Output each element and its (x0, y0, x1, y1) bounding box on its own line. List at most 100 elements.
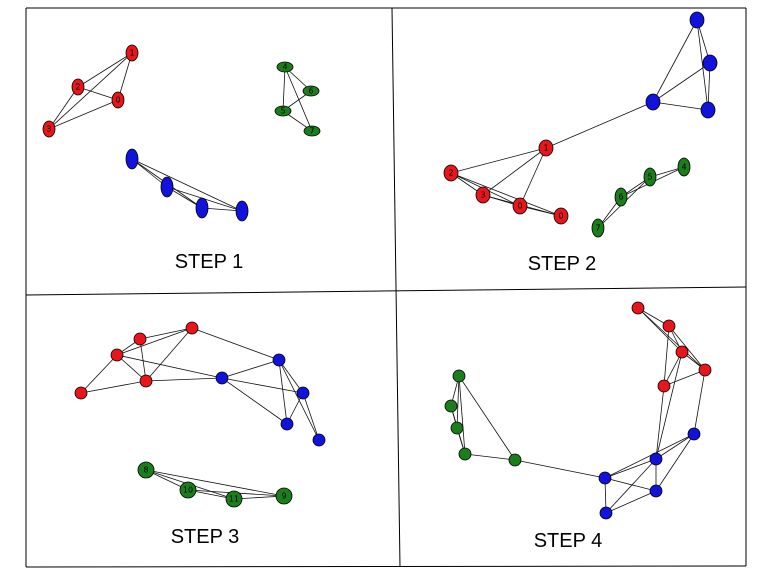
graph-edge (663, 325, 670, 387)
panel-step-2: 1 2 3 0 0 4 5 6 7 STEP 2 (443, 11, 718, 275)
graph-edge (663, 369, 706, 387)
green-graph-node (276, 61, 294, 73)
graph-edge (48, 99, 119, 130)
red-graph-node (443, 164, 459, 182)
graph-edge (652, 62, 711, 103)
panel-step-4: STEP 4 (444, 301, 712, 552)
node-label: 10 (183, 486, 193, 495)
graph-edge (482, 147, 547, 196)
graph-edge (201, 207, 243, 212)
step-3-label: STEP 3 (171, 526, 240, 548)
node-label: 3 (480, 191, 485, 200)
red-graph-node (125, 44, 139, 62)
node-label: 7 (595, 224, 600, 233)
graph-edge (604, 458, 657, 479)
node-label: 2 (75, 83, 80, 92)
graph-edge (116, 327, 193, 356)
blue-graph-node (598, 471, 612, 485)
step-4-label: STEP 4 (534, 530, 603, 552)
graph-edge (191, 327, 280, 361)
green-graph-node (643, 167, 657, 187)
step-1-label: STEP 1 (175, 251, 244, 273)
graph-edge (80, 354, 118, 394)
graph-edge (458, 375, 466, 455)
green-graph-node (274, 105, 292, 117)
graph-edge (655, 433, 695, 460)
red-graph-node (110, 348, 124, 362)
blue-graph-node (700, 101, 716, 119)
green-graph-node (444, 399, 458, 413)
step-2-label: STEP 2 (528, 253, 597, 275)
graph-edge (604, 477, 657, 492)
graph-edge (145, 469, 285, 497)
graph-edge (278, 359, 288, 425)
green-graph-node (677, 157, 691, 177)
red-graph-node (631, 301, 645, 315)
graph-edge (605, 490, 657, 514)
blue-graph-node (312, 433, 326, 447)
graph-edge (693, 369, 706, 435)
panel-step-1: 1 2 0 3 4 6 5 7 STEP 1 (42, 44, 321, 273)
graph-edge (302, 392, 320, 441)
node-label: 4 (282, 63, 287, 72)
blue-graph-node (689, 11, 705, 29)
red-graph-node (71, 78, 85, 96)
blue-graph-node (272, 353, 286, 367)
node-label: 8 (143, 466, 148, 475)
red-graph-node (675, 345, 689, 359)
graph-edge (652, 19, 698, 103)
red-graph-node (698, 363, 712, 377)
graph-edge (116, 354, 147, 382)
node-label: 0 (517, 202, 522, 211)
graph-edge (655, 433, 695, 492)
red-graph-node (111, 91, 125, 109)
node-label: 5 (280, 107, 285, 116)
graph-edge (131, 158, 243, 212)
graph-edge (221, 377, 304, 394)
graph-edge (77, 86, 119, 101)
graph-edge (131, 158, 168, 188)
blue-graph-node (125, 148, 139, 170)
graph-edge (450, 172, 562, 217)
graph-edge (221, 377, 288, 425)
graph-edge (605, 458, 657, 514)
red-graph-node (512, 197, 528, 215)
blue-graph-node (645, 93, 661, 111)
graph-edge (221, 359, 280, 379)
graph-edge (696, 19, 709, 111)
green-graph-node (508, 453, 522, 467)
graph-edge (145, 377, 223, 382)
graph-edge (519, 147, 547, 207)
red-graph-node (553, 207, 569, 225)
blue-graph-node (215, 371, 229, 385)
blue-graph-node (649, 452, 663, 466)
red-graph-node (42, 120, 56, 138)
red-graph-node (74, 386, 88, 400)
green-graph-node (452, 369, 466, 383)
graph-edge (278, 359, 304, 394)
graph-edge (545, 101, 654, 149)
green-graph-node (458, 447, 472, 461)
blue-graph-node (280, 417, 294, 431)
green-graph-node (302, 85, 320, 97)
graph-edge (514, 459, 606, 479)
blue-graph-node (649, 484, 663, 498)
node-label: 2 (448, 169, 453, 178)
green-graph-node (137, 461, 155, 479)
red-graph-node (185, 321, 199, 335)
graph-edge (450, 147, 547, 174)
node-label: 4 (681, 163, 686, 172)
panel-grid (25, 7, 747, 568)
graph-edge (145, 327, 193, 382)
blue-graph-node (687, 427, 701, 441)
blue-graph-node (599, 506, 613, 520)
green-graph-node (591, 218, 605, 238)
red-graph-node (139, 374, 153, 388)
graph-edge (48, 86, 79, 130)
graph-edge (663, 351, 683, 387)
green-graph-node (179, 481, 197, 499)
green-graph-node (450, 421, 464, 435)
red-graph-node (133, 332, 147, 346)
green-graph-node (303, 125, 321, 137)
node-label: 0 (558, 212, 563, 221)
